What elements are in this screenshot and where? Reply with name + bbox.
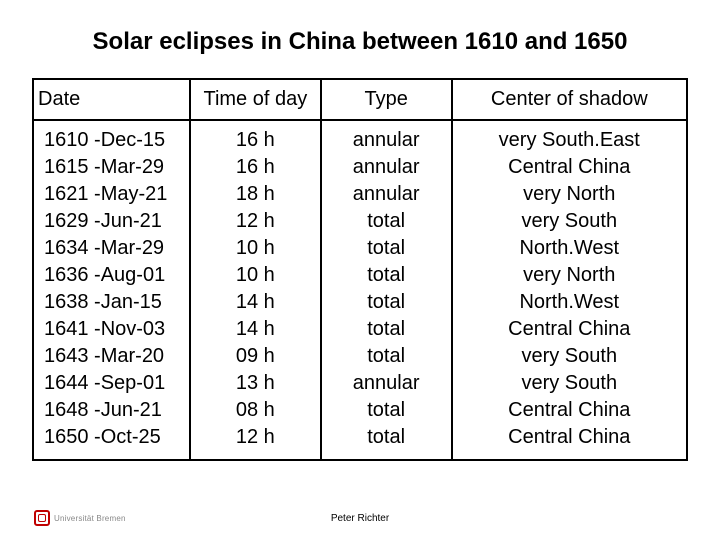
table-cell: Central China [452,397,687,424]
table-cell: 1638 -Jan-15 [33,289,190,316]
table-cell: 1629 -Jun-21 [33,208,190,235]
table-cell: 1643 -Mar-20 [33,343,190,370]
table-cell: annular [321,154,452,181]
table-row: 1629 -Jun-2112 htotalvery South [33,208,687,235]
table-row: 1638 -Jan-1514 htotalNorth.West [33,289,687,316]
table-cell: very South [452,370,687,397]
table-cell: 18 h [190,181,321,208]
table-cell: North.West [452,289,687,316]
table-cell: total [321,289,452,316]
table-cell: total [321,424,452,460]
table-cell: Central China [452,424,687,460]
institution-logo: Universität Bremen [34,510,126,526]
table-row: 1648 -Jun-2108 htotalCentral China [33,397,687,424]
table-cell: total [321,235,452,262]
table-cell: 1621 -May-21 [33,181,190,208]
table-body: 1610 -Dec-1516 hannularvery South.East16… [33,120,687,460]
table-row: 1643 -Mar-2009 htotalvery South [33,343,687,370]
logo-icon [34,510,50,526]
table-cell: 09 h [190,343,321,370]
table-cell: annular [321,370,452,397]
table-cell: very North [452,262,687,289]
col-header-date: Date [33,79,190,120]
table-cell: 1636 -Aug-01 [33,262,190,289]
table-row: 1610 -Dec-1516 hannularvery South.East [33,120,687,154]
eclipse-table: Date Time of day Type Center of shadow 1… [32,78,688,461]
table-cell: 16 h [190,120,321,154]
table-cell: 1648 -Jun-21 [33,397,190,424]
author-name: Peter Richter [331,513,389,524]
table-cell: 12 h [190,208,321,235]
table-cell: 10 h [190,235,321,262]
table-cell: 13 h [190,370,321,397]
table-row: 1634 -Mar-2910 htotalNorth.West [33,235,687,262]
table-cell: annular [321,181,452,208]
table-cell: 14 h [190,289,321,316]
col-header-type: Type [321,79,452,120]
table-row: 1621 -May-2118 hannularvery North [33,181,687,208]
table-cell: total [321,397,452,424]
table-cell: Central China [452,316,687,343]
table-row: 1615 -Mar-2916 hannularCentral China [33,154,687,181]
table-cell: 1650 -Oct-25 [33,424,190,460]
table-cell: 1615 -Mar-29 [33,154,190,181]
table-cell: 12 h [190,424,321,460]
table-cell: 16 h [190,154,321,181]
table-row: 1641 -Nov-0314 htotalCentral China [33,316,687,343]
col-header-center: Center of shadow [452,79,687,120]
table-cell: 14 h [190,316,321,343]
table-cell: total [321,208,452,235]
table-cell: Central China [452,154,687,181]
table-cell: 1610 -Dec-15 [33,120,190,154]
slide-title: Solar eclipses in China between 1610 and… [32,28,688,56]
table-cell: North.West [452,235,687,262]
table-cell: total [321,262,452,289]
table-row: 1650 -Oct-2512 htotalCentral China [33,424,687,460]
table-cell: annular [321,120,452,154]
slide: Solar eclipses in China between 1610 and… [0,0,720,540]
table-row: 1644 -Sep-0113 hannularvery South [33,370,687,397]
table-cell: very South [452,343,687,370]
table-header-row: Date Time of day Type Center of shadow [33,79,687,120]
table-row: 1636 -Aug-0110 htotalvery North [33,262,687,289]
table-cell: 1641 -Nov-03 [33,316,190,343]
table-cell: very South.East [452,120,687,154]
table-cell: 1634 -Mar-29 [33,235,190,262]
table-cell: total [321,316,452,343]
table-cell: very South [452,208,687,235]
table-cell: 1644 -Sep-01 [33,370,190,397]
table-cell: 10 h [190,262,321,289]
table-cell: total [321,343,452,370]
institution-name: Universität Bremen [54,514,126,523]
table-cell: 08 h [190,397,321,424]
table-cell: very North [452,181,687,208]
col-header-time: Time of day [190,79,321,120]
